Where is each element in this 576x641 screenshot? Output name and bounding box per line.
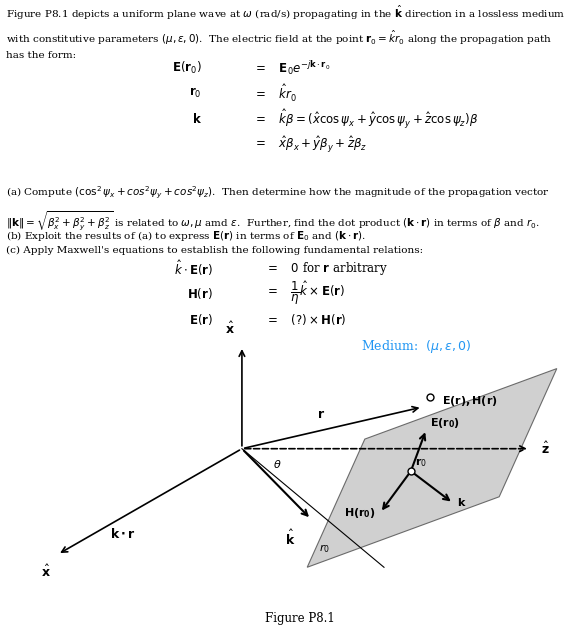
Text: $= \quad \mathbf{E}_0 e^{-j\mathbf{k}\cdot\mathbf{r}_0}$: $= \quad \mathbf{E}_0 e^{-j\mathbf{k}\cd… [253, 59, 331, 77]
Text: Figure P8.1 depicts a uniform plane wave at $\omega$ (rad/s) propagating in the : Figure P8.1 depicts a uniform plane wave… [6, 3, 565, 60]
Text: (b) Exploit the results of (a) to express $\mathbf{E}(\mathbf{r})$ in terms of $: (b) Exploit the results of (a) to expres… [6, 229, 366, 244]
Text: $\mathbf{E}(\mathbf{r})$: $\mathbf{E}(\mathbf{r})$ [189, 312, 213, 327]
Text: $\hat{\mathbf{x}}$: $\hat{\mathbf{x}}$ [41, 564, 51, 580]
Text: $\hat{k} \cdot \mathbf{E}(\mathbf{r})$: $\hat{k} \cdot \mathbf{E}(\mathbf{r})$ [174, 258, 213, 278]
Text: $= \quad \hat{x}\beta_x + \hat{y}\beta_y + \hat{z}\beta_z$: $= \quad \hat{x}\beta_x + \hat{y}\beta_y… [253, 135, 367, 154]
Text: $\hat{\mathbf{z}}$: $\hat{\mathbf{z}}$ [541, 440, 550, 457]
Text: $r_0$: $r_0$ [319, 542, 330, 555]
Text: $\mathbf{k \cdot r}$: $\mathbf{k \cdot r}$ [110, 528, 136, 542]
Text: $= \quad 0$ for $\mathbf{r}$ arbitrary: $= \quad 0$ for $\mathbf{r}$ arbitrary [265, 260, 388, 277]
Polygon shape [307, 369, 557, 567]
Text: $\mathbf{H}(\mathbf{r})$: $\mathbf{H}(\mathbf{r})$ [187, 287, 213, 301]
Text: (a) Compute $(\cos^2\psi_x + cos^2\psi_y + cos^2\psi_z)$.  Then determine how th: (a) Compute $(\cos^2\psi_x + cos^2\psi_y… [6, 185, 550, 233]
Text: $\hat{\mathbf{x}}$: $\hat{\mathbf{x}}$ [225, 320, 236, 337]
Text: $= \quad \hat{k}r_0$: $= \quad \hat{k}r_0$ [253, 83, 298, 104]
Text: Figure P8.1: Figure P8.1 [264, 612, 335, 625]
Text: $\mathbf{E(r_0)}$: $\mathbf{E(r_0)}$ [430, 416, 460, 430]
Text: $\theta$: $\theta$ [272, 458, 281, 470]
Text: Medium:  $(\mu, \varepsilon, 0)$: Medium: $(\mu, \varepsilon, 0)$ [361, 338, 471, 354]
Text: $= \quad (?) \times \mathbf{H}(\mathbf{r})$: $= \quad (?) \times \mathbf{H}(\mathbf{r… [265, 312, 347, 327]
Text: $\mathbf{r}_0$: $\mathbf{r}_0$ [189, 87, 202, 101]
Text: $\mathbf{E(r), H(r)}$: $\mathbf{E(r), H(r)}$ [442, 394, 497, 408]
Text: $\mathbf{H(r_0)}$: $\mathbf{H(r_0)}$ [344, 506, 376, 520]
Text: $\mathbf{E}(\mathbf{r}_0)$: $\mathbf{E}(\mathbf{r}_0)$ [172, 60, 202, 76]
Text: $\mathbf{r}_0$: $\mathbf{r}_0$ [415, 456, 427, 469]
Text: $\mathbf{k}$: $\mathbf{k}$ [192, 112, 202, 126]
Text: $\hat{\mathbf{k}}$: $\hat{\mathbf{k}}$ [285, 529, 295, 548]
Text: $\mathbf{r}$: $\mathbf{r}$ [317, 408, 325, 421]
Text: $= \quad \hat{k}\beta = (\hat{x}\cos\psi_x + \hat{y}\cos\psi_y + \hat{z}\cos\psi: $= \quad \hat{k}\beta = (\hat{x}\cos\psi… [253, 108, 479, 130]
Text: (c) Apply Maxwell's equations to establish the following fundamental relations:: (c) Apply Maxwell's equations to establi… [6, 246, 423, 255]
Text: $= \quad \dfrac{1}{\eta}\hat{k} \times \mathbf{E}(\mathbf{r})$: $= \quad \dfrac{1}{\eta}\hat{k} \times \… [265, 280, 345, 308]
Text: $\mathbf{k}$: $\mathbf{k}$ [457, 496, 467, 508]
